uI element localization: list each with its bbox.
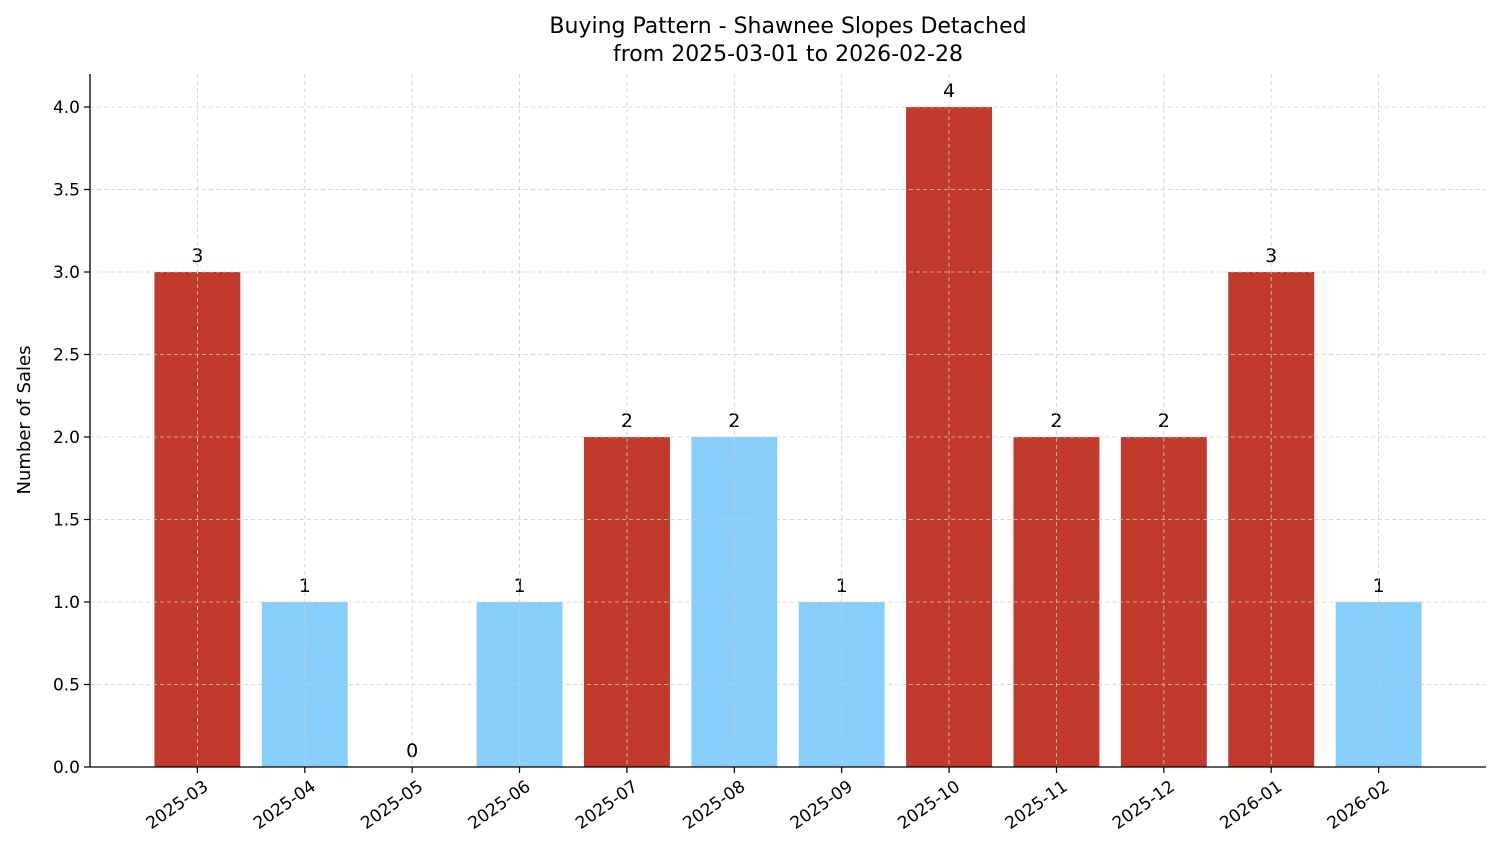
y-tick-label: 2.0 (53, 428, 80, 448)
y-tick-label: 4.0 (53, 98, 80, 118)
x-tick-label: 2025-05 (357, 777, 427, 834)
x-tick-label: 2025-10 (894, 777, 964, 834)
y-tick-label: 1.0 (53, 593, 80, 613)
x-tick-label: 2026-01 (1216, 777, 1286, 834)
x-tick-label: 2025-12 (1109, 777, 1179, 834)
x-tick-label: 2026-02 (1324, 777, 1394, 834)
chart-title: Buying Pattern - Shawnee Slopes Detached (549, 14, 1026, 39)
x-tick-label: 2025-07 (572, 777, 642, 834)
y-tick-label: 2.5 (53, 346, 80, 366)
y-tick-label: 3.5 (53, 181, 80, 201)
x-tick-label: 2025-08 (680, 777, 750, 834)
x-tick-label: 2025-09 (787, 777, 857, 834)
x-tick-label: 2025-06 (465, 777, 535, 834)
x-tick-label: 2025-03 (143, 777, 213, 834)
y-tick-label: 0.5 (53, 676, 80, 696)
chart-subtitle: from 2025-03-01 to 2026-02-28 (613, 42, 963, 67)
y-tick-label: 1.5 (53, 511, 80, 531)
x-tick-label: 2025-11 (1002, 777, 1072, 834)
data-label: 0 (406, 740, 418, 762)
y-tick-label: 3.0 (53, 263, 80, 283)
y-tick-label: 0.0 (53, 758, 80, 778)
y-axis-label: Number of Sales (14, 345, 35, 494)
x-tick-label: 2025-04 (250, 777, 320, 834)
